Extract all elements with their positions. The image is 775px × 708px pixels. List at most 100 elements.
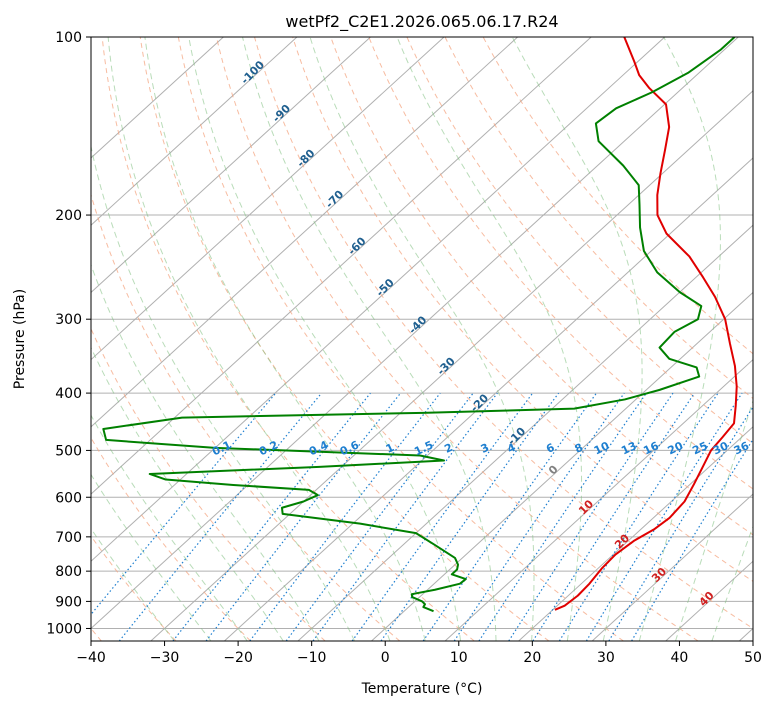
y-tick-label: 200 xyxy=(55,208,82,224)
isotherm-line xyxy=(224,157,753,641)
isotherm-line xyxy=(518,426,753,641)
background-lines xyxy=(91,37,753,641)
dry-adiabat-line xyxy=(177,37,624,641)
y-axis-label: Pressure (hPa) xyxy=(12,289,28,389)
mixing-ratio-label: 6 xyxy=(544,441,557,456)
dry-adiabat-line xyxy=(91,327,326,641)
isotherm-line xyxy=(297,224,753,641)
mixing-ratio-line xyxy=(380,392,560,641)
dewpoint-line xyxy=(102,37,736,613)
chart-title: wetPf2_C2E1.2026.065.06.17.R24 xyxy=(285,12,558,32)
y-tick-label: 400 xyxy=(55,386,82,402)
isotherm-line xyxy=(150,90,753,641)
mixing-ratio-label: 13 xyxy=(619,439,638,457)
y-tick-label: 600 xyxy=(55,490,82,506)
y-tick-label: 300 xyxy=(55,312,82,328)
mixing-ratio-label: 8 xyxy=(573,441,585,456)
dry-adiabat-label: -60 xyxy=(345,234,368,257)
isotherm-line xyxy=(91,37,666,562)
mixing-ratio-label: 0.2 xyxy=(257,438,280,458)
isotherm-line xyxy=(444,358,753,641)
mixing-ratio-line xyxy=(118,392,323,641)
x-tick-label: −20 xyxy=(223,650,253,666)
dry-adiabat-label: -70 xyxy=(323,188,346,211)
isotherm-line xyxy=(371,291,753,641)
dry-adiabat-line xyxy=(91,535,177,641)
moist-adiabat-line xyxy=(711,525,753,641)
mixing-ratio-label: 20 xyxy=(666,439,686,457)
mixing-ratio-line xyxy=(91,392,277,616)
dry-adiabat-label: -100 xyxy=(238,58,267,87)
y-tick-label: 1000 xyxy=(46,621,82,637)
y-tick-label: 700 xyxy=(55,530,82,546)
y-axis: 100 200 300 400 500 600 700 800 900 1000 xyxy=(46,30,91,637)
moist-adiabat-line xyxy=(396,37,583,641)
moist-adiabat-label: 40 xyxy=(697,589,717,609)
plot-frame xyxy=(90,36,754,642)
mixing-ratio-line xyxy=(558,392,719,641)
x-tick-label: −30 xyxy=(150,650,180,666)
data-lines xyxy=(102,37,738,613)
y-tick-label: 100 xyxy=(55,30,82,46)
mixing-ratio-line xyxy=(422,392,597,641)
isotherm-line xyxy=(91,37,298,226)
isotherm-line xyxy=(91,37,739,630)
mixing-ratio-label: 36 xyxy=(732,439,752,457)
moist-adiabat-line xyxy=(91,263,320,641)
moist-adiabat-line xyxy=(675,399,753,641)
moist-adiabat-line xyxy=(91,144,355,641)
dry-adiabat-line xyxy=(215,37,699,641)
moist-adiabat-line xyxy=(107,37,391,641)
mixing-ratio-line xyxy=(172,392,371,641)
x-tick-label: 10 xyxy=(450,650,468,666)
mixing-ratio-line xyxy=(608,405,753,641)
dry-adiabat-line xyxy=(482,37,753,355)
x-tick-label: −10 xyxy=(297,650,327,666)
isotherm-line xyxy=(591,493,753,641)
x-tick-label: 40 xyxy=(671,650,689,666)
y-tick-label: 800 xyxy=(55,564,82,580)
mixing-ratio-label: 30 xyxy=(711,439,731,457)
dry-adiabat-line xyxy=(368,37,753,490)
x-axis-label: Temperature (°C) xyxy=(361,681,483,697)
mixing-ratio-label: 25 xyxy=(690,439,709,457)
isotherm-line xyxy=(91,37,445,361)
x-axis: −40 −30 −20 −10 0 10 20 30 40 50 xyxy=(76,641,762,666)
mixing-ratio-label: 0.1 xyxy=(210,438,233,458)
moist-adiabat-line xyxy=(188,37,462,641)
moist-adiabat-label: 20 xyxy=(612,531,632,551)
dry-adiabat-label: -80 xyxy=(294,147,317,170)
x-tick-label: 30 xyxy=(597,650,615,666)
dry-adiabat-line xyxy=(101,37,475,641)
mixing-ratio-label: 3 xyxy=(479,441,491,456)
mixing-ratio-line xyxy=(508,392,674,641)
mixing-ratio-line xyxy=(351,392,534,641)
moist-adiabat-line xyxy=(144,37,426,641)
mixing-ratio-line xyxy=(532,392,695,641)
mixing-ratio-label: 10 xyxy=(592,439,612,457)
moist-adiabat-line xyxy=(638,37,721,641)
isotherm-line xyxy=(91,37,592,495)
dry-adiabat-line xyxy=(91,436,251,641)
mixing-ratio-line xyxy=(205,392,402,641)
line-labels: 0.1 0.2 0.4 0.6 1 1.5 2 3 4 6 8 10 13 16 20 25 30 36-100-… xyxy=(210,58,751,609)
isotherm-line xyxy=(91,37,518,428)
y-tick-label: 900 xyxy=(55,594,82,610)
moist-adiabat-line xyxy=(91,346,284,641)
dry-adiabat-line xyxy=(292,37,753,582)
moist-adiabat-line xyxy=(91,414,248,641)
x-tick-label: 0 xyxy=(381,650,390,666)
mixing-ratio-line xyxy=(453,392,625,641)
mixing-ratio-line xyxy=(478,392,647,641)
mixing-ratio-label: 0.4 xyxy=(307,438,330,458)
dry-adiabat-line xyxy=(254,37,753,630)
moist-adiabat-line xyxy=(91,527,175,641)
mixing-ratio-label: 0.6 xyxy=(338,438,361,458)
moist-adiabat-line xyxy=(91,473,212,641)
moist-adiabat-line xyxy=(242,37,497,641)
mixing-ratio-line xyxy=(585,392,743,641)
dry-adiabat-line xyxy=(330,37,753,536)
x-tick-label: 20 xyxy=(523,650,541,666)
temperature-line xyxy=(554,37,738,611)
